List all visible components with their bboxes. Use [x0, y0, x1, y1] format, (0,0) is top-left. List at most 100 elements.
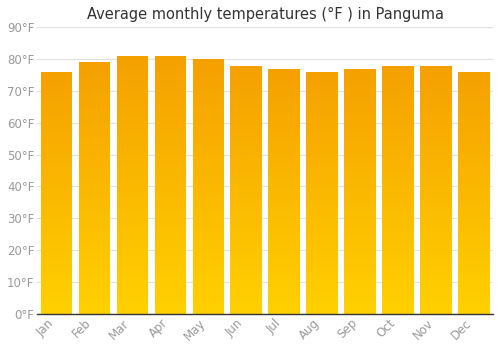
Bar: [192, 59, 224, 61]
Bar: [230, 303, 262, 304]
Bar: [40, 167, 72, 169]
Bar: [344, 139, 376, 140]
Bar: [40, 166, 72, 167]
Bar: [154, 276, 186, 278]
Bar: [116, 185, 148, 186]
Bar: [192, 117, 224, 118]
Bar: [78, 96, 110, 98]
Bar: [268, 195, 300, 196]
Bar: [344, 121, 376, 122]
Bar: [420, 151, 452, 152]
Bar: [306, 107, 338, 108]
Bar: [78, 252, 110, 253]
Bar: [154, 127, 186, 128]
Bar: [268, 75, 300, 76]
Bar: [116, 177, 148, 178]
Bar: [344, 218, 376, 219]
Bar: [420, 280, 452, 281]
Bar: [192, 279, 224, 281]
Bar: [192, 156, 224, 157]
Bar: [420, 298, 452, 299]
Bar: [78, 168, 110, 169]
Bar: [458, 251, 490, 252]
Bar: [344, 127, 376, 129]
Bar: [268, 299, 300, 300]
Bar: [344, 309, 376, 310]
Bar: [78, 90, 110, 91]
Bar: [306, 170, 338, 171]
Bar: [192, 64, 224, 65]
Bar: [420, 152, 452, 154]
Bar: [382, 243, 414, 244]
Bar: [268, 227, 300, 228]
Bar: [154, 231, 186, 233]
Bar: [230, 279, 262, 280]
Bar: [230, 131, 262, 133]
Bar: [116, 226, 148, 228]
Bar: [230, 78, 262, 79]
Bar: [230, 196, 262, 197]
Bar: [230, 111, 262, 113]
Bar: [154, 226, 186, 228]
Bar: [154, 188, 186, 189]
Bar: [382, 281, 414, 283]
Bar: [116, 262, 148, 264]
Bar: [382, 161, 414, 162]
Bar: [230, 139, 262, 140]
Bar: [420, 104, 452, 105]
Bar: [192, 246, 224, 247]
Bar: [192, 265, 224, 267]
Bar: [268, 283, 300, 285]
Bar: [40, 89, 72, 90]
Bar: [268, 239, 300, 240]
Bar: [192, 272, 224, 273]
Bar: [230, 174, 262, 175]
Bar: [230, 194, 262, 195]
Bar: [154, 168, 186, 169]
Bar: [154, 189, 186, 190]
Bar: [78, 241, 110, 242]
Bar: [78, 208, 110, 209]
Bar: [116, 313, 148, 314]
Bar: [78, 91, 110, 92]
Bar: [344, 304, 376, 305]
Bar: [116, 77, 148, 78]
Bar: [154, 260, 186, 261]
Bar: [344, 70, 376, 71]
Bar: [230, 129, 262, 130]
Bar: [306, 232, 338, 233]
Bar: [40, 234, 72, 235]
Bar: [78, 159, 110, 160]
Bar: [154, 176, 186, 177]
Bar: [306, 208, 338, 209]
Bar: [420, 90, 452, 92]
Bar: [420, 216, 452, 217]
Bar: [78, 298, 110, 299]
Bar: [306, 272, 338, 273]
Bar: [268, 96, 300, 97]
Bar: [78, 175, 110, 177]
Bar: [116, 248, 148, 249]
Bar: [344, 282, 376, 283]
Bar: [192, 247, 224, 249]
Bar: [382, 139, 414, 140]
Bar: [458, 117, 490, 118]
Bar: [78, 81, 110, 83]
Bar: [306, 112, 338, 113]
Bar: [230, 165, 262, 166]
Bar: [458, 227, 490, 228]
Bar: [230, 105, 262, 106]
Bar: [420, 145, 452, 146]
Bar: [230, 166, 262, 167]
Bar: [40, 132, 72, 134]
Bar: [40, 208, 72, 209]
Bar: [268, 261, 300, 262]
Bar: [458, 120, 490, 121]
Bar: [268, 240, 300, 241]
Bar: [116, 300, 148, 301]
Bar: [230, 251, 262, 252]
Bar: [78, 160, 110, 162]
Bar: [192, 184, 224, 185]
Bar: [78, 223, 110, 225]
Bar: [78, 121, 110, 123]
